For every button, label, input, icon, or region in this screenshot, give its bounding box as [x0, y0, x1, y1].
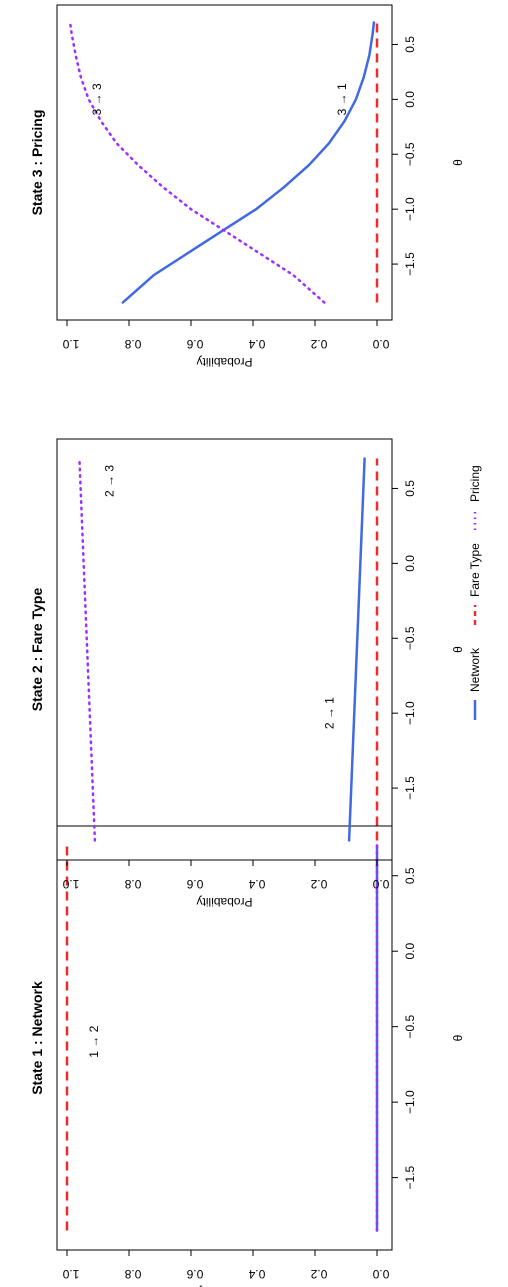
plot-frame [56, 825, 393, 1251]
y-tick-label: 0.4 [248, 337, 265, 351]
series-line-network [121, 21, 376, 304]
panel-1: State 1 : Network 0.0 0.2 0.4 0.6 0.8 1.0 Proba… [29, 825, 465, 1287]
chart-title: State 1 : Network [29, 981, 45, 1095]
y-axis-label: Probability [196, 1285, 252, 1287]
y-tick-label: 1.0 [62, 1267, 79, 1281]
x-tick-label: −0.5 [403, 626, 417, 650]
x-tick-label: −1.0 [403, 1090, 417, 1114]
panel-2: State 2 : Fare Type 0.0 0.2 0.4 0.6 0.8 1.0 Pro… [29, 438, 465, 909]
x-tick-label: 0.0 [403, 91, 417, 108]
y-tick-label: 0.0 [372, 337, 389, 351]
transition-annotation: 3 → 3 [90, 83, 104, 115]
plot-frame [56, 4, 393, 321]
legend-item: Network [468, 647, 482, 720]
transition-annotation: 2 → 3 [103, 465, 117, 497]
legend-item: Fare Type [468, 543, 482, 625]
transition-annotation: 3 → 1 [335, 83, 349, 115]
legend-label: Pricing [468, 465, 482, 502]
legend-label: Fare Type [468, 543, 482, 597]
panel-3: State 3 : Pricing 0.0 0.2 0.4 0.6 0.8 1.0 Proba… [29, 4, 465, 369]
x-tick-label: −1.0 [403, 197, 417, 221]
x-tick-label: −1.5 [403, 252, 417, 276]
y-tick-label: 0.6 [186, 1267, 203, 1281]
legend: Network Fare Type Pricing [468, 465, 482, 720]
x-tick-label: 0.5 [403, 36, 417, 53]
x-tick-label: −1.0 [403, 701, 417, 725]
y-tick-label: 0.6 [186, 877, 203, 891]
transition-annotation: 1 → 2 [87, 1025, 101, 1057]
y-tick-label: 0.2 [310, 337, 327, 351]
x-tick-label: −1.5 [403, 1165, 417, 1189]
y-tick-label: 0.6 [186, 337, 203, 351]
y-tick-label: 1.0 [62, 877, 79, 891]
x-axis-label: θ [451, 1034, 465, 1041]
y-tick-label: 0.4 [248, 1267, 265, 1281]
plot-frame [56, 438, 393, 861]
x-tick-label: 0.5 [403, 480, 417, 497]
y-tick-label: 0.0 [372, 877, 389, 891]
x-tick-label: −1.5 [403, 776, 417, 800]
series-line-pricing [68, 21, 326, 304]
series-line-network [347, 457, 366, 842]
x-axis-label: θ [451, 159, 465, 166]
x-tick-label: −0.5 [403, 142, 417, 166]
y-tick-label: 0.0 [372, 1267, 389, 1281]
x-tick-label: 0.5 [403, 867, 417, 884]
y-tick-label: 1.0 [62, 337, 79, 351]
transition-annotation: 2 → 1 [323, 697, 337, 729]
y-tick-label: 0.8 [124, 877, 141, 891]
y-tick-label: 0.2 [310, 1267, 327, 1281]
series-line-pricing [78, 457, 97, 842]
x-axis-label: θ [451, 646, 465, 653]
legend-item: Pricing [468, 465, 482, 530]
y-tick-label: 0.4 [248, 877, 265, 891]
chart-title: State 2 : Fare Type [29, 588, 45, 712]
panels: State 1 : Network 0.0 0.2 0.4 0.6 0.8 1.0 Proba… [29, 4, 465, 1287]
legend-label: Network [468, 647, 482, 692]
y-axis-label: Probability [196, 895, 252, 909]
chart-title: State 3 : Pricing [29, 110, 45, 216]
y-tick-label: 0.8 [124, 337, 141, 351]
x-tick-label: 0.0 [403, 555, 417, 572]
y-tick-label: 0.8 [124, 1267, 141, 1281]
y-axis-label: Probability [196, 355, 252, 369]
y-tick-label: 0.2 [310, 877, 327, 891]
x-tick-label: 0.0 [403, 943, 417, 960]
x-tick-label: −0.5 [403, 1015, 417, 1039]
